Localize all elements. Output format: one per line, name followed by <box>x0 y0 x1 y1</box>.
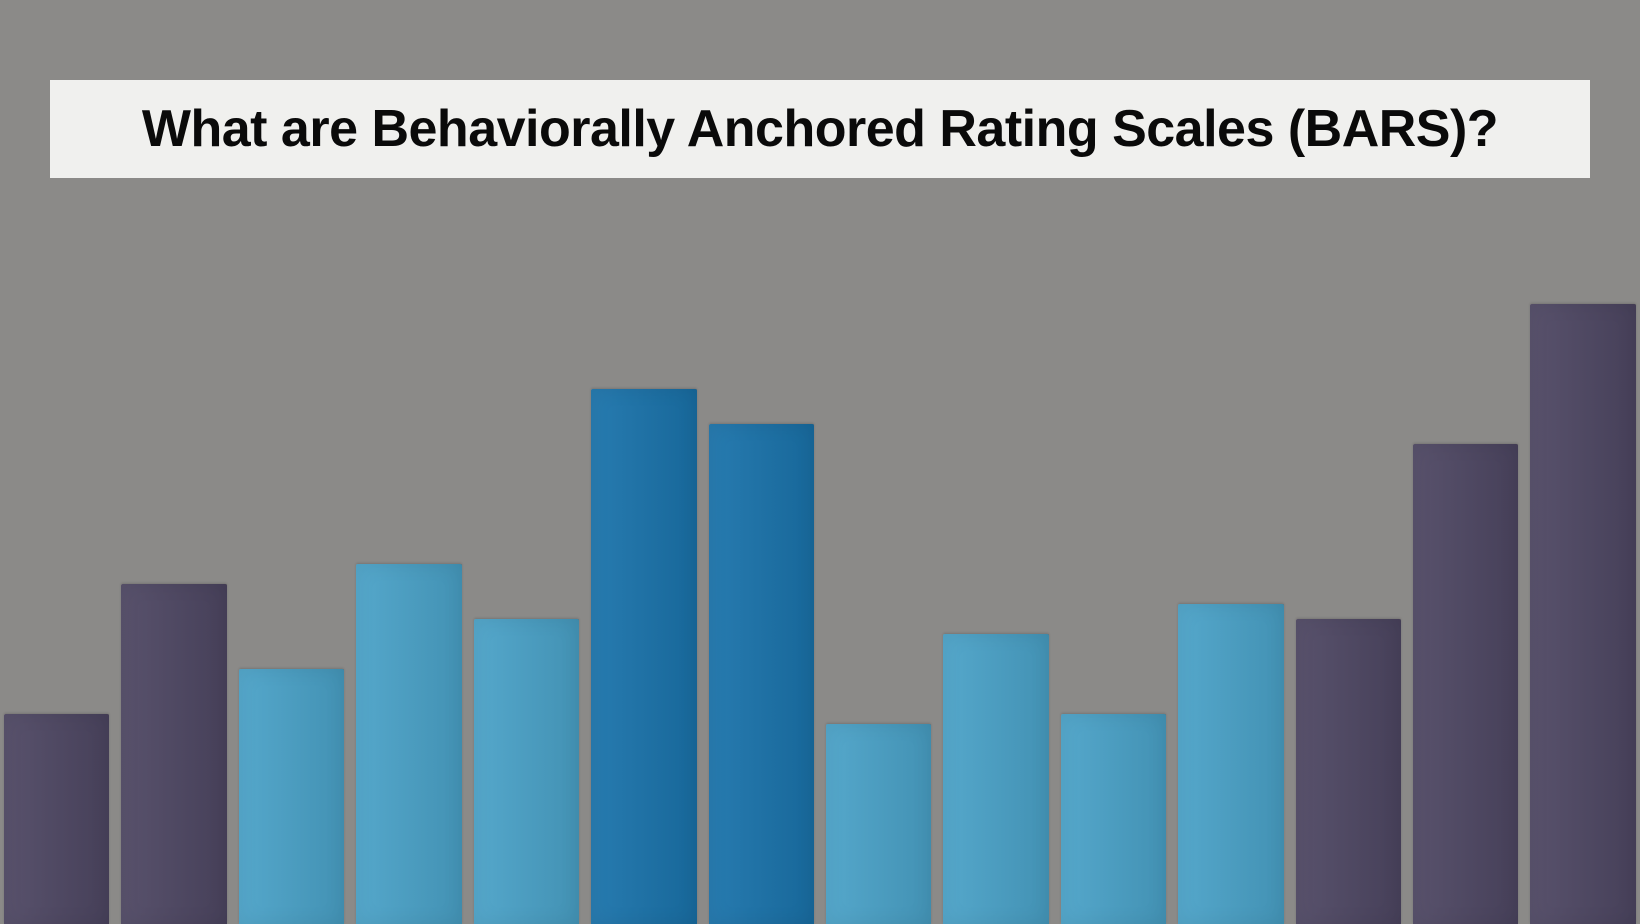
bar-13 <box>1413 444 1518 924</box>
bar-5 <box>474 619 579 924</box>
bar-8 <box>826 724 931 924</box>
bar-12 <box>1296 619 1401 924</box>
bar-14 <box>1530 304 1635 924</box>
title-text: What are Behaviorally Anchored Rating Sc… <box>80 98 1560 160</box>
bar-chart-area <box>0 284 1640 924</box>
bar-6 <box>591 389 696 924</box>
bar-7 <box>709 424 814 924</box>
bar-2 <box>121 584 226 924</box>
bar-10 <box>1061 714 1166 924</box>
bar-11 <box>1178 604 1283 924</box>
infographic-canvas: What are Behaviorally Anchored Rating Sc… <box>0 0 1640 924</box>
bar-1 <box>4 714 109 924</box>
bar-9 <box>943 634 1048 924</box>
bar-3 <box>239 669 344 924</box>
title-banner: What are Behaviorally Anchored Rating Sc… <box>50 80 1590 178</box>
bar-4 <box>356 564 461 924</box>
